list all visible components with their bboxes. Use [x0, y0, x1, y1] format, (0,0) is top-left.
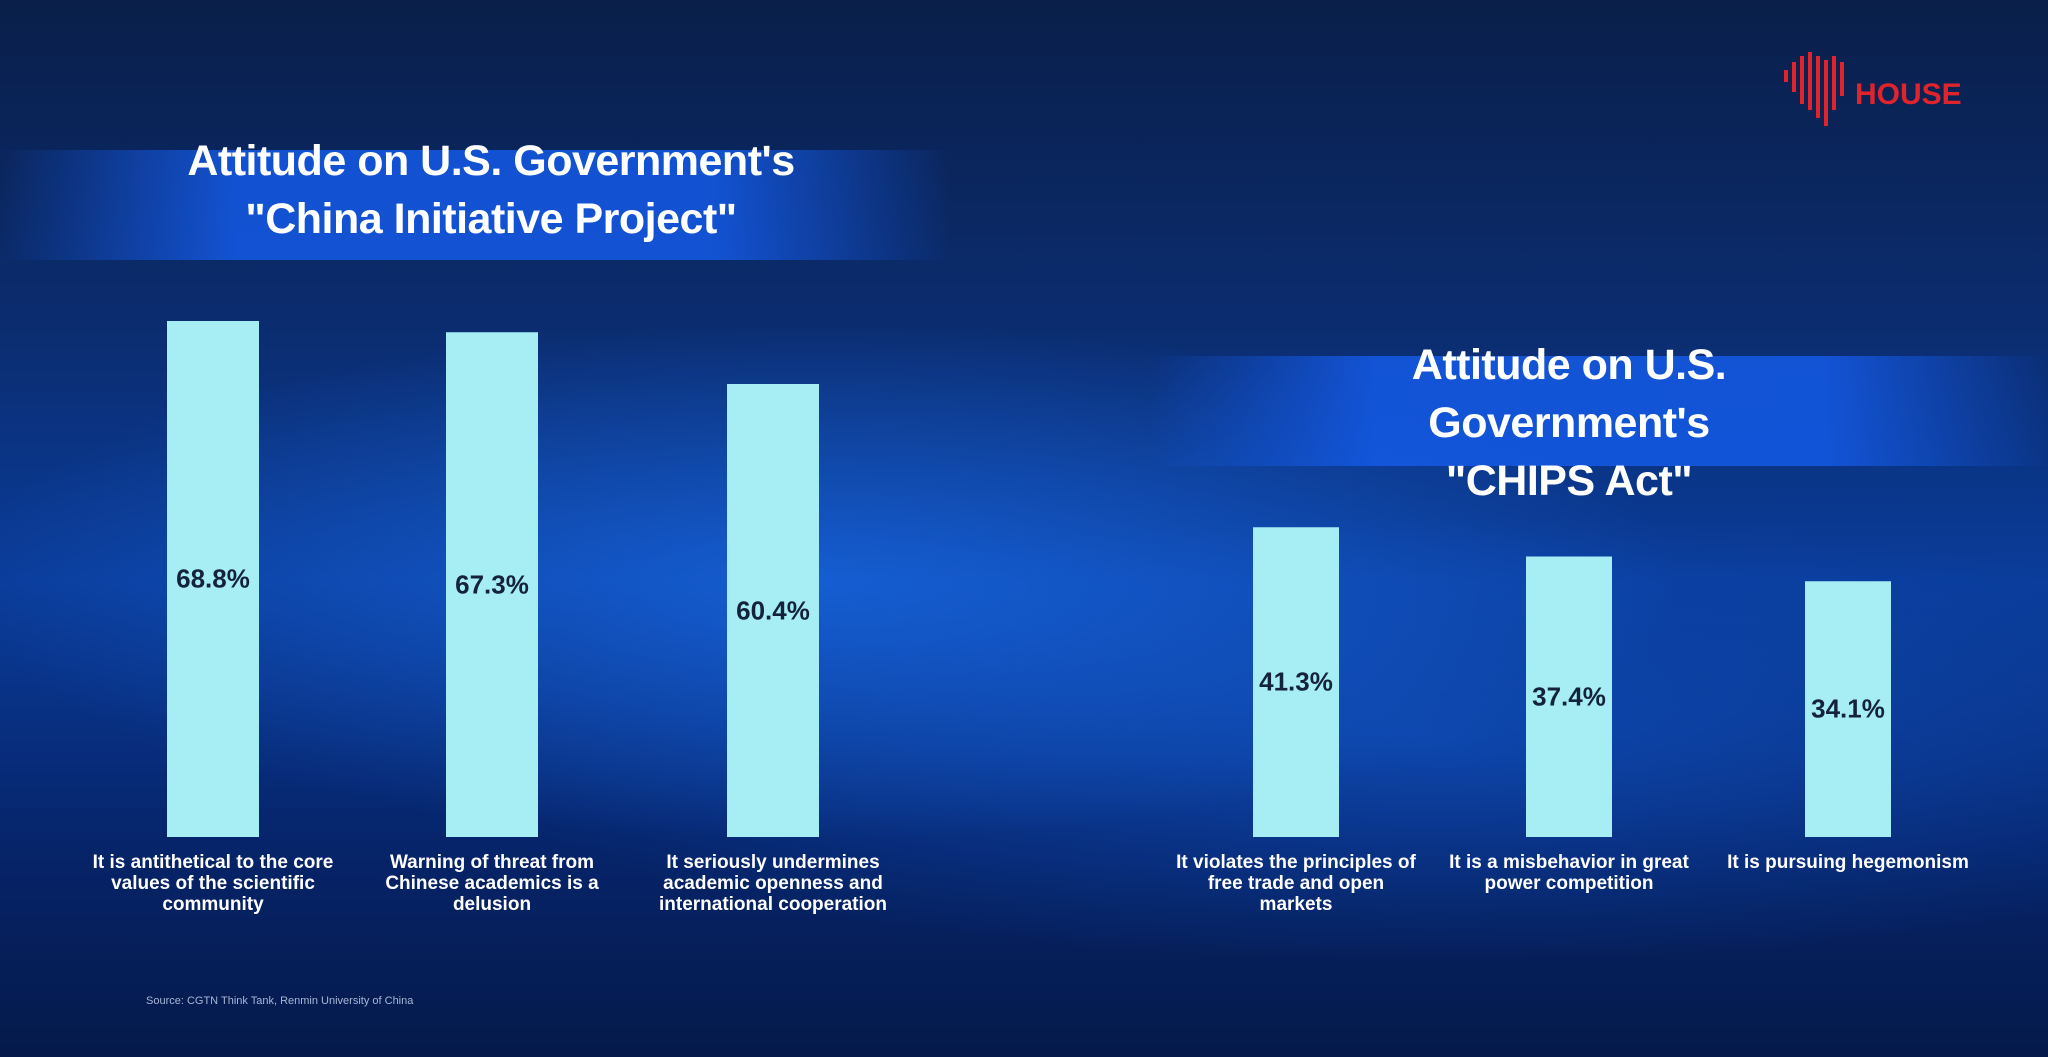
chart-title: Attitude on U.S. Government's "China Ini…	[187, 137, 795, 243]
value-label: 37.4%	[1532, 681, 1606, 712]
category-label: It seriously undermines academic opennes…	[658, 852, 888, 915]
category-label: It is a misbehavior in great power compe…	[1449, 852, 1689, 894]
logo: HOUSE	[1855, 78, 1962, 111]
bar	[1805, 581, 1891, 837]
chart-title: Attitude on U.S. Government's "CHIPS Act…	[1411, 341, 1727, 505]
value-label: 68.8%	[176, 563, 250, 594]
bar	[1253, 527, 1339, 837]
source: Source: CGTN Think Tank, Renmin Universi…	[146, 995, 414, 1007]
value-label: 67.3%	[455, 569, 529, 600]
logo-icon	[1784, 52, 1844, 126]
value-label: 34.1%	[1811, 693, 1885, 724]
bar	[446, 332, 538, 837]
bar	[1526, 556, 1612, 837]
value-label: 41.3%	[1259, 666, 1333, 697]
value-label: 60.4%	[736, 595, 810, 625]
category-label: Warning of threat from Chinese academics…	[385, 852, 599, 915]
title-highlight	[0, 150, 950, 260]
category-label: It is antithetical to the core values of…	[92, 852, 334, 915]
category-label: It violates the principles of free trade…	[1176, 852, 1416, 915]
title-highlight	[1150, 356, 2048, 466]
bar	[167, 321, 259, 837]
bar	[727, 384, 819, 837]
category-label: It is pursuing hegemonism	[1727, 852, 1969, 873]
